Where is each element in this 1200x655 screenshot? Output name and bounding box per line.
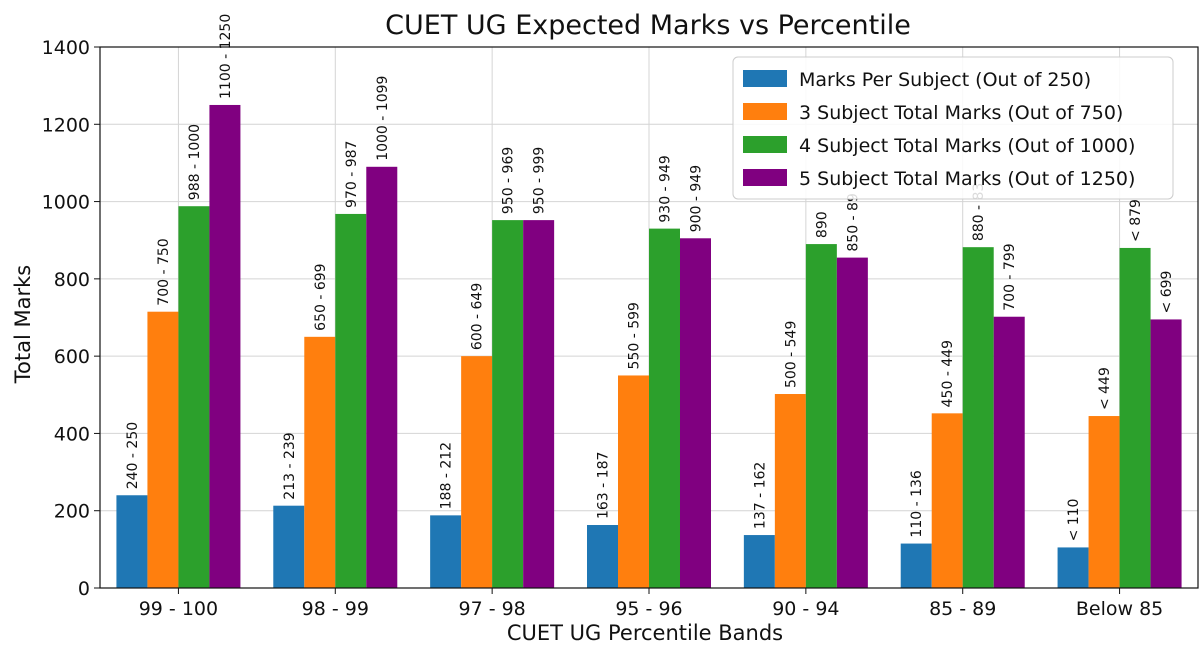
bar-value-label: 1000 - 1099 [375, 76, 391, 161]
y-tick-label: 1000 [42, 192, 90, 214]
bar [805, 244, 837, 589]
bar [743, 535, 775, 588]
bar-value-label: 110 - 136 [909, 470, 925, 537]
x-tick-label: 90 - 94 [772, 598, 839, 620]
bar-value-label: 700 - 799 [1002, 243, 1018, 310]
bar [1057, 547, 1089, 588]
legend-swatch [743, 103, 787, 120]
bar [649, 228, 680, 588]
bar-value-label: < 110 [1066, 499, 1082, 542]
bar [962, 247, 994, 589]
legend-swatch [743, 70, 787, 87]
bar [1119, 247, 1151, 588]
bar-value-label: 600 - 649 [470, 283, 486, 350]
x-axis-label: CUET UG Percentile Bands [507, 621, 783, 645]
bar [931, 413, 963, 588]
y-tick-label: 200 [54, 501, 90, 523]
bar-value-label: 188 - 212 [439, 442, 455, 509]
bar-value-label: 650 - 699 [313, 263, 329, 330]
bar [366, 166, 398, 589]
y-tick-label: 1200 [42, 114, 90, 136]
bar [774, 394, 806, 588]
bar-value-label: < 699 [1159, 271, 1175, 314]
bar-value-label: 930 - 949 [658, 155, 674, 222]
bar-value-label: 213 - 239 [282, 432, 298, 499]
y-axis-label: Total Marks [11, 265, 35, 384]
bar [304, 336, 336, 588]
bar-value-label: 850 - 89 [845, 193, 861, 252]
bar [523, 220, 555, 588]
bar-value-label: < 449 [1097, 367, 1113, 410]
bar [680, 238, 711, 588]
bar [993, 316, 1025, 588]
bar [1088, 416, 1120, 588]
x-tick-label: 97 - 98 [458, 598, 525, 620]
bar-value-label: 550 - 599 [627, 302, 643, 369]
bar-value-label: 950 - 969 [501, 147, 517, 214]
bar-value-label: 970 - 987 [344, 141, 360, 208]
y-tick-label: 1400 [42, 37, 90, 59]
bar-value-label: 163 - 187 [596, 452, 612, 519]
bar-value-label: 500 - 549 [783, 321, 799, 388]
bar-value-label: 240 - 250 [125, 422, 141, 489]
bars [116, 104, 1182, 589]
bar [461, 356, 493, 588]
chart-title: CUET UG Expected Marks vs Percentile [385, 10, 911, 41]
legend-entry: 5 Subject Total Marks (Out of 1250) [799, 168, 1135, 190]
y-tick-label: 400 [54, 423, 90, 445]
legend-box [732, 56, 1174, 200]
bar [836, 257, 868, 588]
axes: 0 200 400 600 800 1000 1200 1400 99 - 100 98 - 99… [42, 37, 1199, 620]
bar [587, 525, 618, 588]
bar [209, 104, 241, 588]
legend-swatch [743, 136, 787, 153]
bar-value-label: 1100 - 1250 [218, 14, 234, 99]
legend-entry: 4 Subject Total Marks (Out of 1000) [799, 135, 1135, 157]
bar-labels: 240 - 250 700 - 750 988 - 1000 1100 - 1250 2… [125, 14, 1175, 542]
bar-value-label: 450 - 449 [940, 340, 956, 407]
bar [492, 220, 524, 588]
bar-value-label: 137 - 162 [752, 462, 768, 529]
bar [900, 543, 932, 588]
y-tick-label: 0 [78, 578, 90, 600]
bar [147, 311, 179, 588]
bar-value-label: 988 - 1000 [187, 124, 203, 200]
bar-value-label: < 879 [1128, 199, 1144, 242]
x-tick-label: 99 - 100 [139, 598, 218, 620]
bar [273, 505, 305, 588]
legend-entry: 3 Subject Total Marks (Out of 750) [799, 102, 1123, 124]
x-tick-label: 98 - 99 [302, 598, 369, 620]
y-tick-label: 600 [54, 346, 90, 368]
bar [178, 206, 210, 589]
bar-value-label: 890 [814, 211, 830, 238]
y-tick-label: 800 [54, 269, 90, 291]
legend-entry: Marks Per Subject (Out of 250) [799, 69, 1091, 91]
bar [1150, 319, 1182, 588]
x-tick-label: 85 - 89 [929, 598, 996, 620]
bar [335, 213, 367, 589]
x-tick-label: Below 85 [1076, 598, 1163, 620]
plot-frame [99, 46, 1199, 589]
legend: Marks Per Subject (Out of 250) 3 Subject … [732, 56, 1174, 200]
bar [116, 495, 148, 588]
x-tick-label: 95 - 96 [615, 598, 682, 620]
legend-swatch [743, 169, 787, 186]
bar-value-label: 700 - 750 [156, 238, 172, 305]
bar-value-label: 950 - 999 [532, 147, 548, 214]
bar [618, 375, 649, 588]
bar-value-label: 900 - 949 [689, 165, 705, 232]
bar [430, 515, 462, 588]
